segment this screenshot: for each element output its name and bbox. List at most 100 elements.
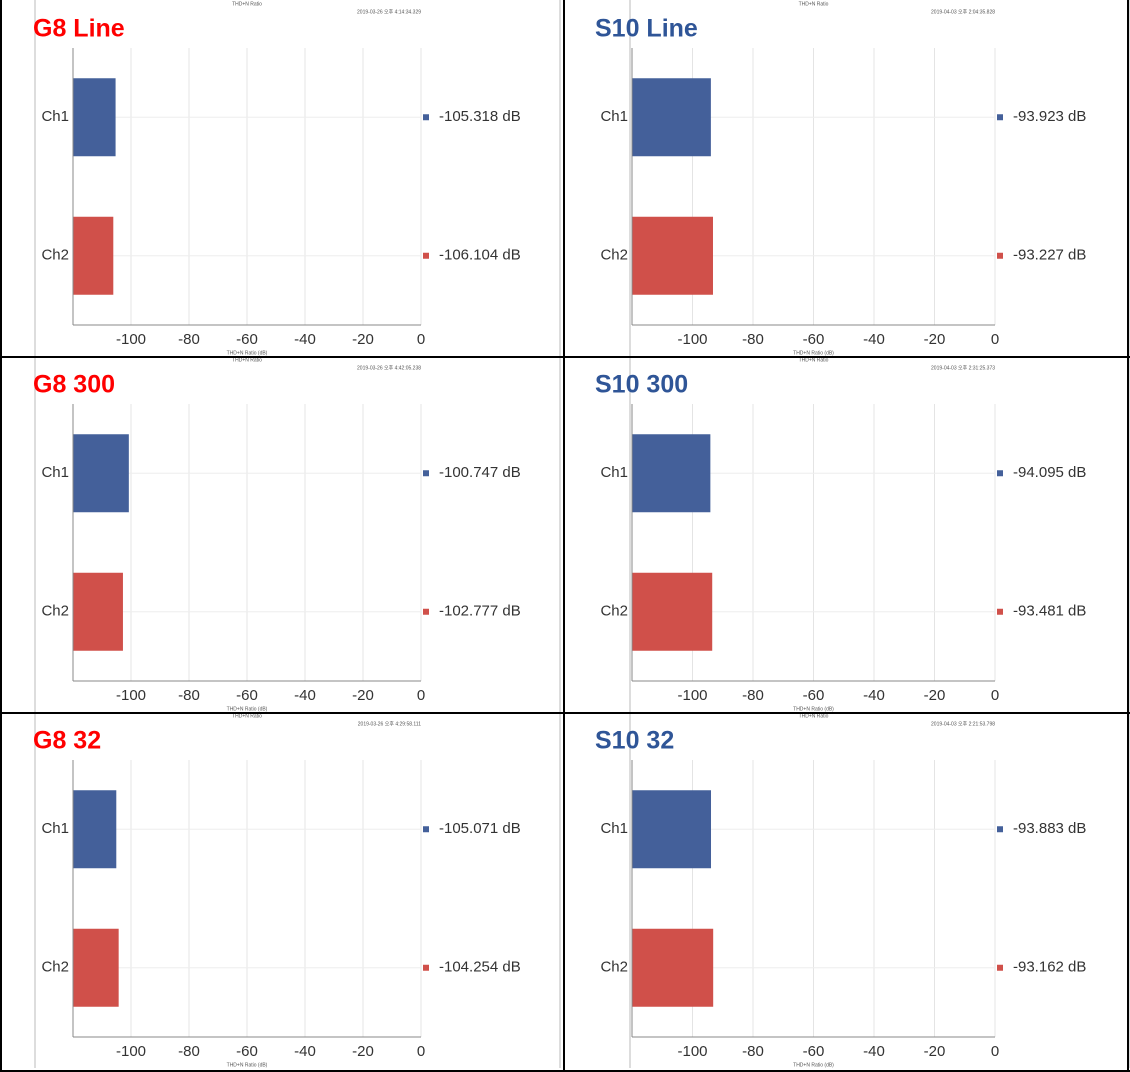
chart-subtitle: THD+N Ratio xyxy=(799,357,829,363)
x-tick-label: -80 xyxy=(178,331,200,348)
x-tick-label: -80 xyxy=(178,687,200,704)
chart-title: G8 Line xyxy=(33,15,125,43)
y-tick-label: Ch2 xyxy=(41,959,69,976)
y-tick-label: Ch1 xyxy=(600,108,628,125)
x-tick-label: -60 xyxy=(236,1043,258,1060)
value-label: -106.104 dB xyxy=(439,247,521,264)
x-tick-label: -20 xyxy=(924,687,946,704)
x-axis-label: THD+N Ratio (dB) xyxy=(227,1062,268,1068)
x-tick-label: -80 xyxy=(742,331,764,348)
value-label: -94.095 dB xyxy=(1013,464,1086,481)
x-tick-label: 0 xyxy=(991,331,999,348)
x-axis-label: THD+N Ratio (dB) xyxy=(227,706,268,712)
chart-title: S10 Line xyxy=(595,15,698,43)
value-label: -102.777 dB xyxy=(439,603,521,620)
value-label: -93.923 dB xyxy=(1013,108,1086,125)
legend-swatch xyxy=(997,114,1003,121)
chart-subtitle: THD+N Ratio xyxy=(799,713,829,719)
x-axis-label: THD+N Ratio (dB) xyxy=(793,706,834,712)
bar xyxy=(73,572,123,651)
chart-title: G8 300 xyxy=(33,371,115,399)
legend-swatch xyxy=(997,608,1003,615)
value-label: -93.162 dB xyxy=(1013,959,1086,976)
legend-swatch xyxy=(423,470,429,477)
y-tick-label: Ch2 xyxy=(600,603,628,620)
x-axis-label: THD+N Ratio (dB) xyxy=(793,350,834,356)
timestamp: 2019-03-26 오후 4:42:05.238 xyxy=(357,365,421,371)
x-tick-label: -40 xyxy=(863,687,885,704)
x-tick-label: -100 xyxy=(116,1043,146,1060)
x-tick-label: -100 xyxy=(677,331,707,348)
chart-panel: THD+N Ratio 2019-03-26 오후 4:14:34.329 G8 L… xyxy=(33,0,561,356)
legend-swatch xyxy=(997,252,1003,259)
x-tick-label: -100 xyxy=(677,1043,707,1060)
value-label: -93.883 dB xyxy=(1013,820,1086,837)
x-tick-label: -20 xyxy=(924,1043,946,1060)
legend-swatch xyxy=(423,252,429,259)
x-tick-label: -60 xyxy=(236,687,258,704)
bar xyxy=(632,790,712,869)
y-tick-label: Ch1 xyxy=(600,820,628,837)
chart-panel: THD+N Ratio 2019-04-03 오후 2:31:25.373 S10 … xyxy=(595,356,1130,712)
x-tick-label: -20 xyxy=(352,1043,374,1060)
timestamp: 2019-03-26 오후 4:29:58.111 xyxy=(358,721,421,727)
x-tick-label: -40 xyxy=(294,331,316,348)
x-tick-label: 0 xyxy=(417,687,425,704)
legend-swatch xyxy=(997,826,1003,833)
value-label: -93.227 dB xyxy=(1013,247,1086,264)
chart-panel: THD+N Ratio 2019-03-26 오후 4:29:58.111 G8 3… xyxy=(33,712,561,1068)
x-tick-label: -20 xyxy=(352,331,374,348)
bar xyxy=(632,78,711,157)
x-tick-label: -60 xyxy=(803,331,825,348)
x-tick-label: -60 xyxy=(236,331,258,348)
chart-subtitle: THD+N Ratio xyxy=(232,713,262,719)
value-label: -100.747 dB xyxy=(439,464,521,481)
x-tick-label: -40 xyxy=(294,1043,316,1060)
x-tick-label: -20 xyxy=(352,687,374,704)
legend-swatch xyxy=(423,826,429,833)
x-tick-label: -100 xyxy=(677,687,707,704)
y-tick-label: Ch1 xyxy=(41,108,69,125)
bar xyxy=(73,928,119,1007)
chart-subtitle: THD+N Ratio xyxy=(799,1,829,7)
timestamp: 2019-04-03 오후 2:04:35.828 xyxy=(931,9,995,15)
value-label: -105.318 dB xyxy=(439,108,521,125)
timestamp: 2019-03-26 오후 4:14:34.329 xyxy=(357,9,421,15)
legend-swatch xyxy=(423,114,429,121)
x-tick-label: -80 xyxy=(178,1043,200,1060)
chart-panel: THD+N Ratio 2019-03-26 오후 4:42:05.238 G8 3… xyxy=(33,356,561,712)
x-tick-label: -40 xyxy=(863,1043,885,1060)
timestamp: 2019-04-03 오후 2:21:53.798 xyxy=(931,721,995,727)
chart-subtitle: THD+N Ratio xyxy=(232,357,262,363)
x-tick-label: 0 xyxy=(991,687,999,704)
chart-title: G8 32 xyxy=(33,727,101,755)
bar xyxy=(632,572,713,651)
y-tick-label: Ch2 xyxy=(41,247,69,264)
value-label: -104.254 dB xyxy=(439,959,521,976)
timestamp: 2019-04-03 오후 2:31:25.373 xyxy=(931,365,995,371)
value-label: -93.481 dB xyxy=(1013,603,1086,620)
y-tick-label: Ch2 xyxy=(600,247,628,264)
x-tick-label: -40 xyxy=(863,331,885,348)
x-tick-label: 0 xyxy=(991,1043,999,1060)
bar xyxy=(632,434,711,513)
y-tick-label: Ch1 xyxy=(600,464,628,481)
x-tick-label: 0 xyxy=(417,331,425,348)
y-tick-label: Ch1 xyxy=(41,820,69,837)
bar xyxy=(73,790,117,869)
value-label: -105.071 dB xyxy=(439,820,521,837)
legend-swatch xyxy=(423,608,429,615)
bar xyxy=(73,78,116,157)
x-axis-label: THD+N Ratio (dB) xyxy=(227,350,268,356)
chart-subtitle: THD+N Ratio xyxy=(232,1,262,7)
bar xyxy=(632,928,714,1007)
x-tick-label: -20 xyxy=(924,331,946,348)
chart-title: S10 32 xyxy=(595,727,674,755)
x-tick-label: -60 xyxy=(803,687,825,704)
y-tick-label: Ch2 xyxy=(600,959,628,976)
y-tick-label: Ch2 xyxy=(41,603,69,620)
x-tick-label: -80 xyxy=(742,1043,764,1060)
legend-swatch xyxy=(423,964,429,971)
x-tick-label: -100 xyxy=(116,331,146,348)
